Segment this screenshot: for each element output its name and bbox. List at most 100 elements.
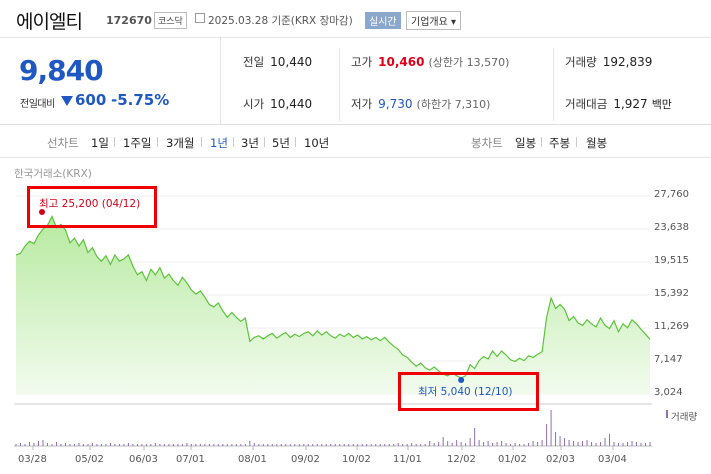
x-tick-label: 12/02 bbox=[447, 454, 476, 465]
volume-bar bbox=[186, 443, 188, 446]
y-tick-label: 27,760 bbox=[654, 189, 689, 200]
volume-bar bbox=[199, 444, 201, 446]
volume-bar bbox=[388, 444, 390, 446]
volume-bar bbox=[294, 444, 296, 446]
line-chart-label: 선차트 bbox=[47, 136, 79, 150]
period-10y[interactable]: 10년 bbox=[304, 136, 330, 150]
volume-bar bbox=[483, 442, 485, 446]
x-tick-label: 10/02 bbox=[342, 454, 371, 465]
volume-bar bbox=[546, 424, 548, 446]
volume-bar bbox=[343, 444, 345, 446]
volume-bar bbox=[150, 444, 152, 446]
divider bbox=[553, 48, 554, 121]
volume-bar bbox=[433, 443, 435, 446]
volume-bar bbox=[487, 441, 489, 446]
high-marker bbox=[39, 209, 45, 215]
volume-bar bbox=[514, 443, 516, 446]
period-1d[interactable]: 1일 bbox=[91, 136, 109, 150]
company-info-dropdown[interactable]: 기업개요 ▾ bbox=[406, 11, 461, 30]
x-tick-label: 02/03 bbox=[546, 454, 575, 465]
market-badge: 코스닥 bbox=[154, 12, 187, 29]
calendar-icon bbox=[195, 13, 205, 23]
period-5y[interactable]: 5년 bbox=[272, 136, 290, 150]
volume-bar bbox=[429, 441, 431, 446]
high-annotation: 최고 25,200 (04/12) bbox=[39, 198, 141, 210]
volume-bar bbox=[240, 444, 242, 446]
candle-monthly[interactable]: 월봉 bbox=[586, 136, 608, 150]
volume-bar bbox=[280, 444, 282, 446]
change-value: 600 bbox=[75, 91, 107, 109]
period-1w[interactable]: 1주일 bbox=[123, 136, 152, 150]
period-3y[interactable]: 3년 bbox=[241, 136, 259, 150]
volume-bar bbox=[73, 444, 75, 446]
volume-bar bbox=[456, 440, 458, 446]
volume-bar bbox=[222, 444, 224, 446]
amount-cell: 거래대금 1,927 백만 bbox=[565, 96, 672, 112]
volume-bar bbox=[375, 444, 377, 446]
volume-bar bbox=[253, 443, 255, 446]
candle-chart-label: 봉차트 bbox=[471, 136, 503, 150]
volume-bar bbox=[46, 443, 48, 446]
volume-bar bbox=[447, 441, 449, 446]
volume-bar bbox=[519, 444, 521, 446]
stock-name: 에이엘티 bbox=[16, 11, 83, 33]
volume-bar bbox=[172, 444, 174, 446]
open-value: 10,440 bbox=[270, 97, 313, 111]
lower-limit: (하한가 7,310) bbox=[416, 98, 491, 111]
volume-bar bbox=[82, 444, 84, 446]
volume-bar bbox=[136, 444, 138, 446]
low-highlight-box bbox=[398, 372, 539, 411]
period-3m[interactable]: 3개월 bbox=[166, 136, 195, 150]
volume-bar bbox=[217, 444, 219, 446]
candle-weekly[interactable]: 주봉 bbox=[549, 136, 571, 150]
volume-bar bbox=[55, 442, 57, 446]
volume-bar bbox=[501, 441, 503, 446]
x-tick-label: 07/01 bbox=[176, 454, 205, 465]
volume-bar bbox=[469, 438, 471, 446]
volume-bar bbox=[33, 443, 35, 446]
realtime-button[interactable]: 실시간 bbox=[365, 12, 401, 29]
volume-bar bbox=[168, 444, 170, 446]
divider bbox=[339, 48, 340, 121]
prev-close-value: 10,440 bbox=[270, 55, 313, 69]
base-date: 2025.03.28 기준(KRX 장마감) bbox=[208, 15, 353, 27]
volume-bar bbox=[37, 441, 39, 446]
volume-bar bbox=[523, 444, 525, 446]
x-tick-label: 05/02 bbox=[75, 454, 104, 465]
low-marker bbox=[458, 377, 465, 383]
period-1y[interactable]: 1년 bbox=[210, 136, 228, 150]
volume-bar bbox=[96, 444, 98, 446]
volume-bar bbox=[249, 441, 251, 446]
x-tick-label: 06/03 bbox=[129, 454, 158, 465]
volume-bar bbox=[208, 444, 210, 446]
volume-bar bbox=[438, 442, 440, 446]
candle-daily[interactable]: 일봉 bbox=[515, 136, 537, 150]
volume-bar bbox=[384, 444, 386, 446]
volume-bar bbox=[19, 443, 21, 446]
volume-bar bbox=[316, 444, 318, 446]
volume-bar bbox=[118, 444, 120, 446]
volume-bar bbox=[541, 440, 543, 446]
volume-label: 거래량 bbox=[565, 55, 597, 69]
volume-bar bbox=[582, 441, 584, 446]
volume-bar bbox=[496, 442, 498, 446]
current-price: 9,840 bbox=[19, 54, 104, 87]
volume-bar bbox=[393, 444, 395, 446]
x-tick-label: 03/04 bbox=[598, 454, 627, 465]
volume-bar bbox=[145, 444, 147, 446]
volume-bar bbox=[15, 444, 17, 446]
volume-bar bbox=[532, 441, 534, 446]
x-tick-label: 01/02 bbox=[498, 454, 527, 465]
volume-bar bbox=[154, 443, 156, 446]
volume-bar bbox=[87, 444, 89, 446]
volume-bar bbox=[649, 442, 651, 446]
volume-bar bbox=[42, 440, 44, 446]
y-tick-label: 11,269 bbox=[654, 321, 689, 332]
volume-bar bbox=[591, 442, 593, 446]
volume-bar bbox=[127, 443, 129, 446]
volume-bar bbox=[262, 444, 264, 446]
volume-bar bbox=[559, 436, 561, 446]
stock-header: 에이엘티 172670 코스닥 2025.03.28 기준(KRX 장마감) 실… bbox=[0, 0, 711, 38]
volume-bar bbox=[424, 444, 426, 446]
